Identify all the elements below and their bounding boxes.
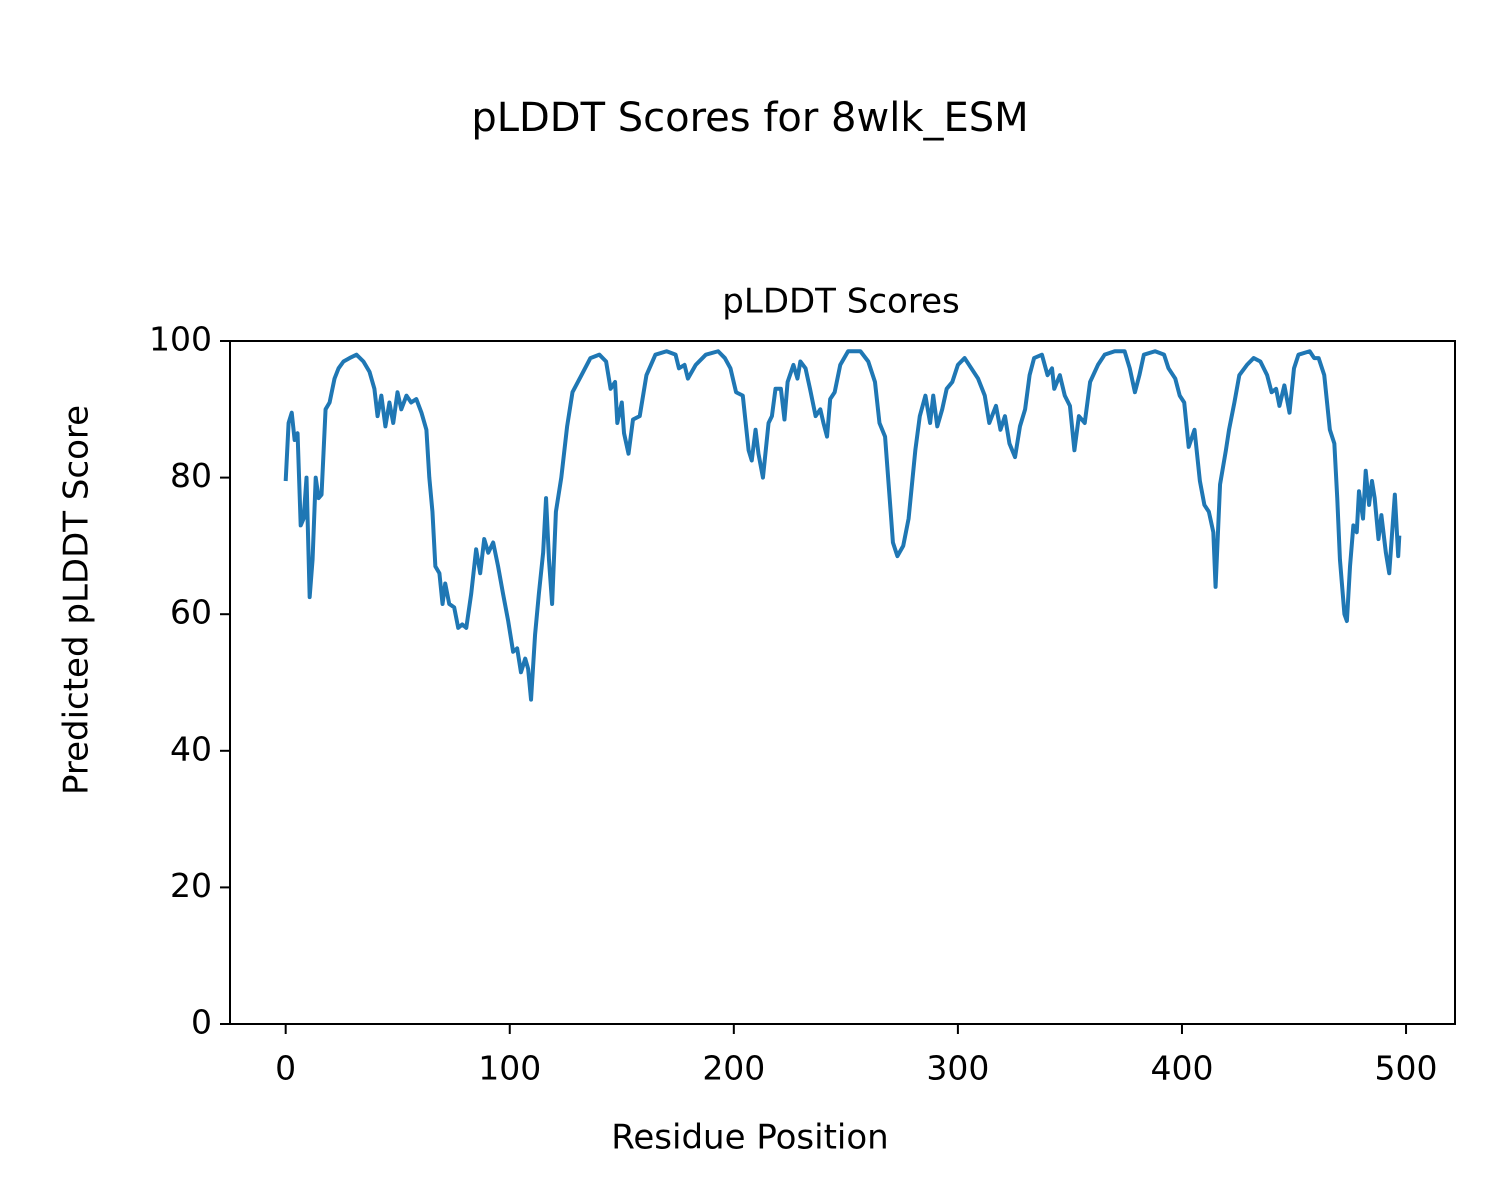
- x-tick-label: 400: [1150, 1049, 1213, 1088]
- x-axis-label: Residue Position: [611, 1118, 888, 1158]
- x-tick-label: 100: [478, 1049, 541, 1088]
- data-line: [283, 349, 1402, 702]
- chart-title: pLDDT Scores for 8wlk_ESM: [471, 95, 1028, 141]
- y-tick-label: 60: [170, 593, 212, 632]
- plot-frame: [229, 340, 1456, 1025]
- x-tick-label: 500: [1375, 1049, 1438, 1088]
- chart-subtitle: pLDDT Scores: [722, 282, 959, 322]
- y-tick-label: 0: [191, 1003, 212, 1042]
- y-tick-label: 20: [170, 866, 212, 905]
- x-tick-label: 200: [702, 1049, 765, 1088]
- x-tick-label: 0: [275, 1049, 296, 1088]
- x-tick-label: 300: [926, 1049, 989, 1088]
- y-tick-label: 80: [170, 456, 212, 495]
- y-tick-label: 100: [149, 320, 212, 359]
- y-tick-label: 40: [170, 729, 212, 768]
- y-axis-label: Predicted pLDDT Score: [57, 405, 97, 795]
